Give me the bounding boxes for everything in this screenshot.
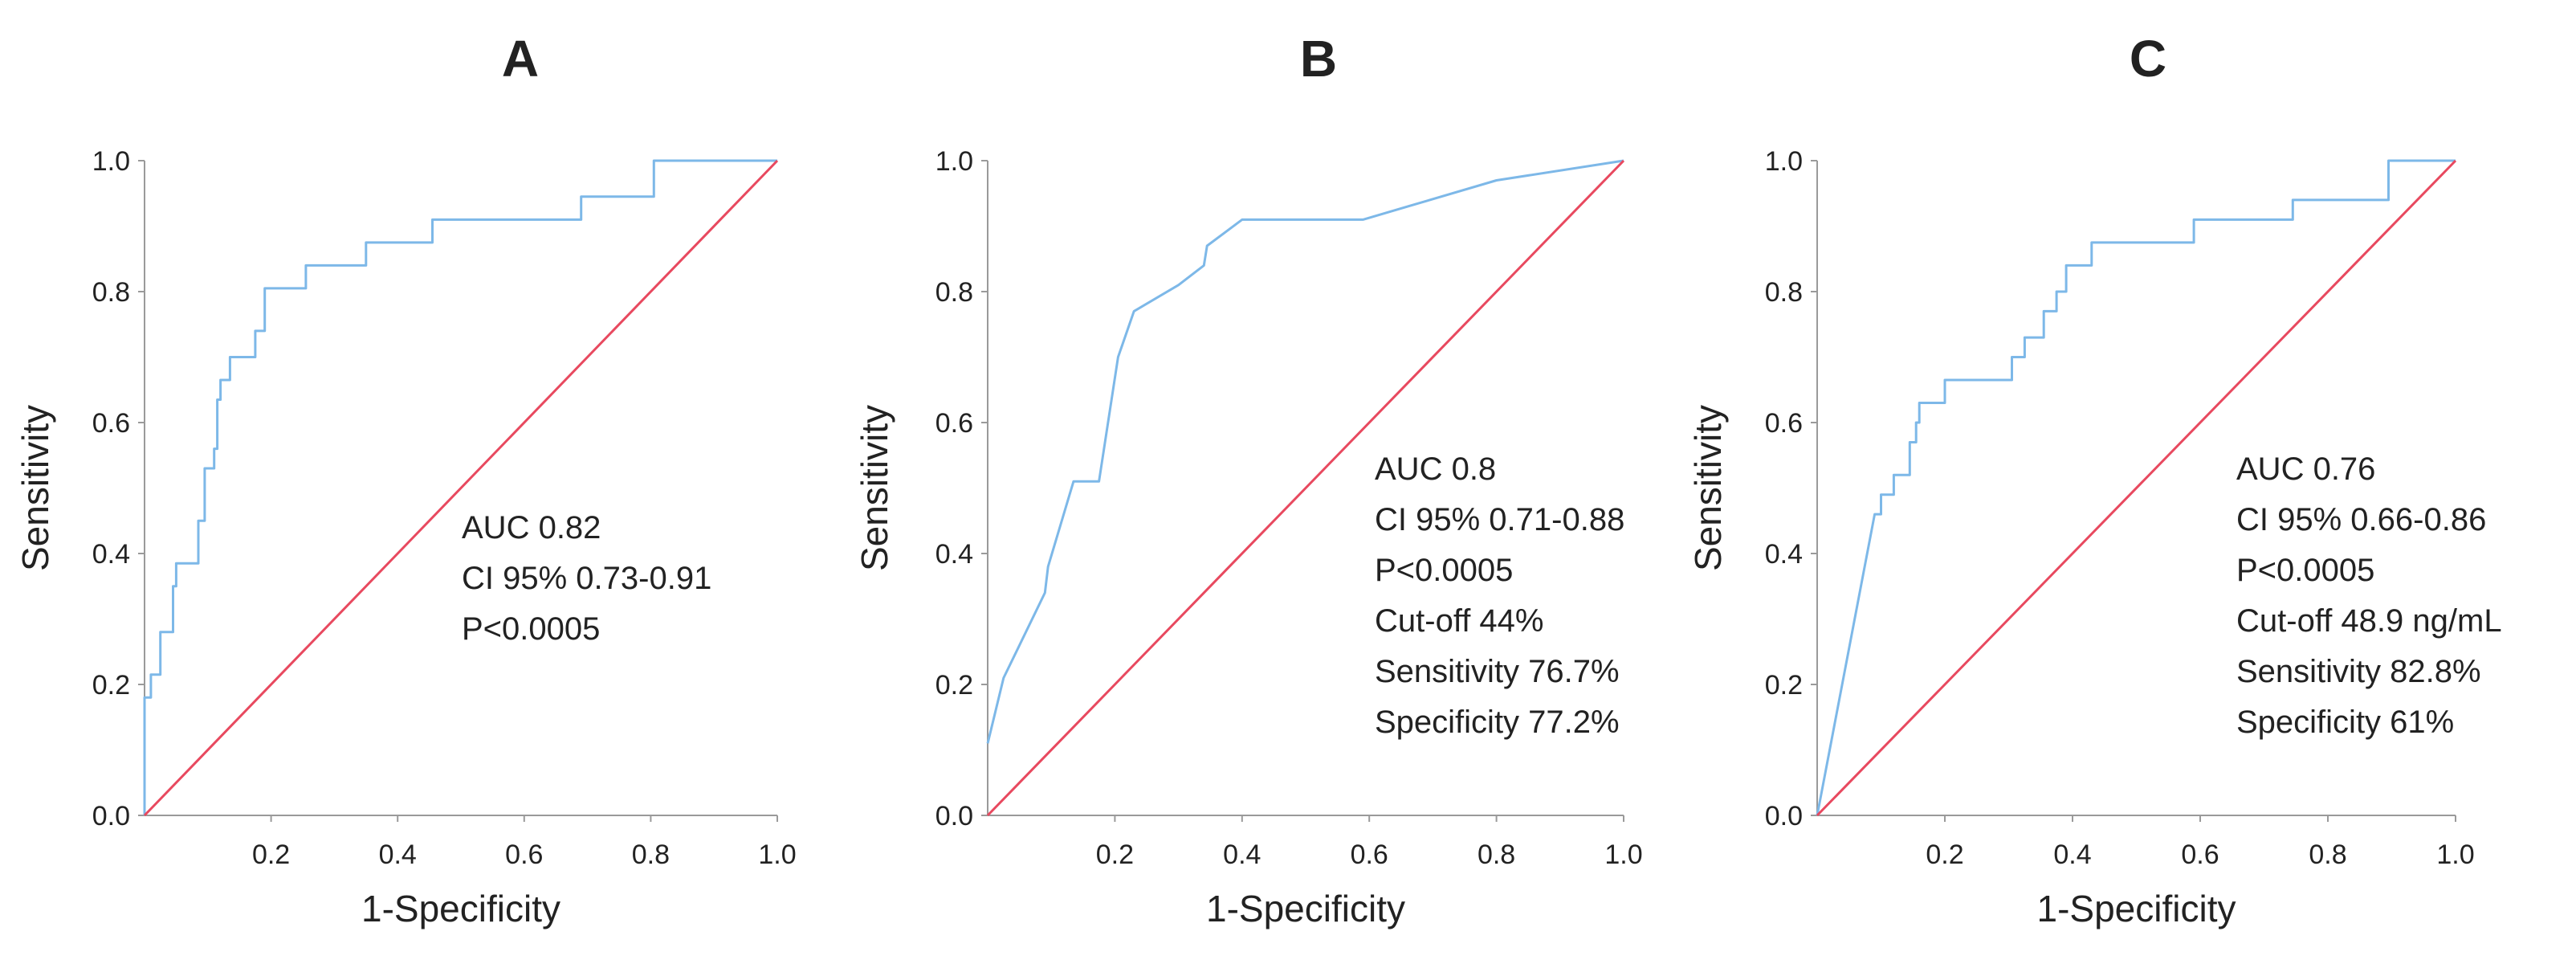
x-tick-label: 0.6: [2181, 839, 2219, 870]
stat-annotation: P<0.0005: [462, 611, 600, 647]
x-axis-title: 1-Specificity: [2037, 888, 2236, 929]
panel-title: A: [502, 30, 539, 88]
y-tick-label: 0.2: [1765, 670, 1803, 701]
stat-annotation: P<0.0005: [2236, 553, 2374, 588]
stat-annotation: Specificity 61%: [2236, 705, 2454, 740]
y-axis-title: Sensitivity: [14, 405, 56, 571]
panel-a: A 0.0 0.2 0.4 0.6 0.8 1.0 0.2 0.4 0.6 0.8 1.0 1-Spec…: [14, 30, 797, 929]
y-tick-label: 0.8: [1765, 277, 1803, 308]
roc-curve-line: [1816, 159, 2456, 816]
stat-annotation: Cut-off 48.9 ng/mL: [2236, 603, 2502, 639]
stat-annotation: Sensitivity 76.7%: [1375, 654, 1620, 689]
y-tick-label: 0.6: [1765, 408, 1803, 439]
stat-annotation: CI 95% 0.73-0.91: [462, 561, 711, 596]
y-tick-label: 0.0: [92, 801, 130, 831]
x-tick-label: 0.8: [632, 839, 670, 870]
panel-title: C: [2130, 30, 2166, 88]
y-tick-label: 0.0: [1765, 801, 1803, 831]
y-tick-label: 0.4: [92, 539, 130, 570]
y-tick-label: 0.2: [935, 670, 973, 701]
x-axis-title: 1-Specificity: [361, 888, 560, 929]
x-tick-label: 0.4: [1223, 839, 1261, 870]
y-tick-label: 0.4: [1765, 539, 1803, 570]
roc-curve-line: [986, 159, 1624, 744]
x-tick-label: 0.6: [505, 839, 543, 870]
stat-annotation: CI 95% 0.66-0.86: [2236, 502, 2486, 537]
stat-annotation: AUC 0.8: [1375, 451, 1496, 487]
reference-diagonal-line: [986, 159, 1625, 817]
x-tick-label: 0.2: [1926, 839, 1963, 870]
stat-annotation: P<0.0005: [1375, 553, 1513, 588]
y-tick-label: 1.0: [92, 146, 130, 177]
x-axis-title: 1-Specificity: [1206, 888, 1405, 929]
x-tick-label: 0.8: [1478, 839, 1515, 870]
stat-annotation: Sensitivity 82.8%: [2236, 654, 2481, 689]
panel-c: C 0.0 0.2 0.4 0.6 0.8 1.0 0.2 0.4 0.6 0.8 1.0 1-Spec…: [1687, 30, 2502, 929]
y-tick-label: 1.0: [1765, 146, 1803, 177]
x-tick-label: 0.2: [252, 839, 290, 870]
reference-diagonal-line: [1816, 159, 2457, 817]
x-tick-label: 0.4: [2053, 839, 2091, 870]
stat-annotation: AUC 0.82: [462, 510, 601, 545]
y-tick-label: 0.4: [935, 539, 973, 570]
x-tick-label: 0.6: [1351, 839, 1388, 870]
x-tick-label: 1.0: [2436, 839, 2474, 870]
y-tick-label: 0.8: [92, 277, 130, 308]
x-tick-label: 1.0: [1604, 839, 1642, 870]
reference-diagonal-line: [143, 159, 779, 817]
y-tick-label: 0.6: [92, 408, 130, 439]
x-tick-label: 0.8: [2309, 839, 2346, 870]
stat-annotation: AUC 0.76: [2236, 451, 2375, 487]
panel-title: B: [1300, 30, 1337, 88]
y-axis-title: Sensitivity: [854, 405, 895, 571]
y-tick-label: 0.0: [935, 801, 973, 831]
stat-annotation: CI 95% 0.71-0.88: [1375, 502, 1624, 537]
roc-curve-line: [143, 159, 777, 815]
x-tick-label: 0.2: [1096, 839, 1134, 870]
x-tick-label: 0.4: [379, 839, 417, 870]
y-tick-label: 0.6: [935, 408, 973, 439]
y-tick-label: 0.2: [92, 670, 130, 701]
x-tick-label: 1.0: [758, 839, 796, 870]
panel-b: B 0.0 0.2 0.4 0.6 0.8 1.0 0.2 0.4 0.6 0.8 1.0 1-Spec…: [854, 30, 1643, 929]
y-tick-label: 0.8: [935, 277, 973, 308]
stat-annotation: Cut-off 44%: [1375, 603, 1544, 639]
y-tick-label: 1.0: [935, 146, 973, 177]
y-axis-title: Sensitivity: [1687, 405, 1729, 571]
stat-annotation: Specificity 77.2%: [1375, 705, 1620, 740]
